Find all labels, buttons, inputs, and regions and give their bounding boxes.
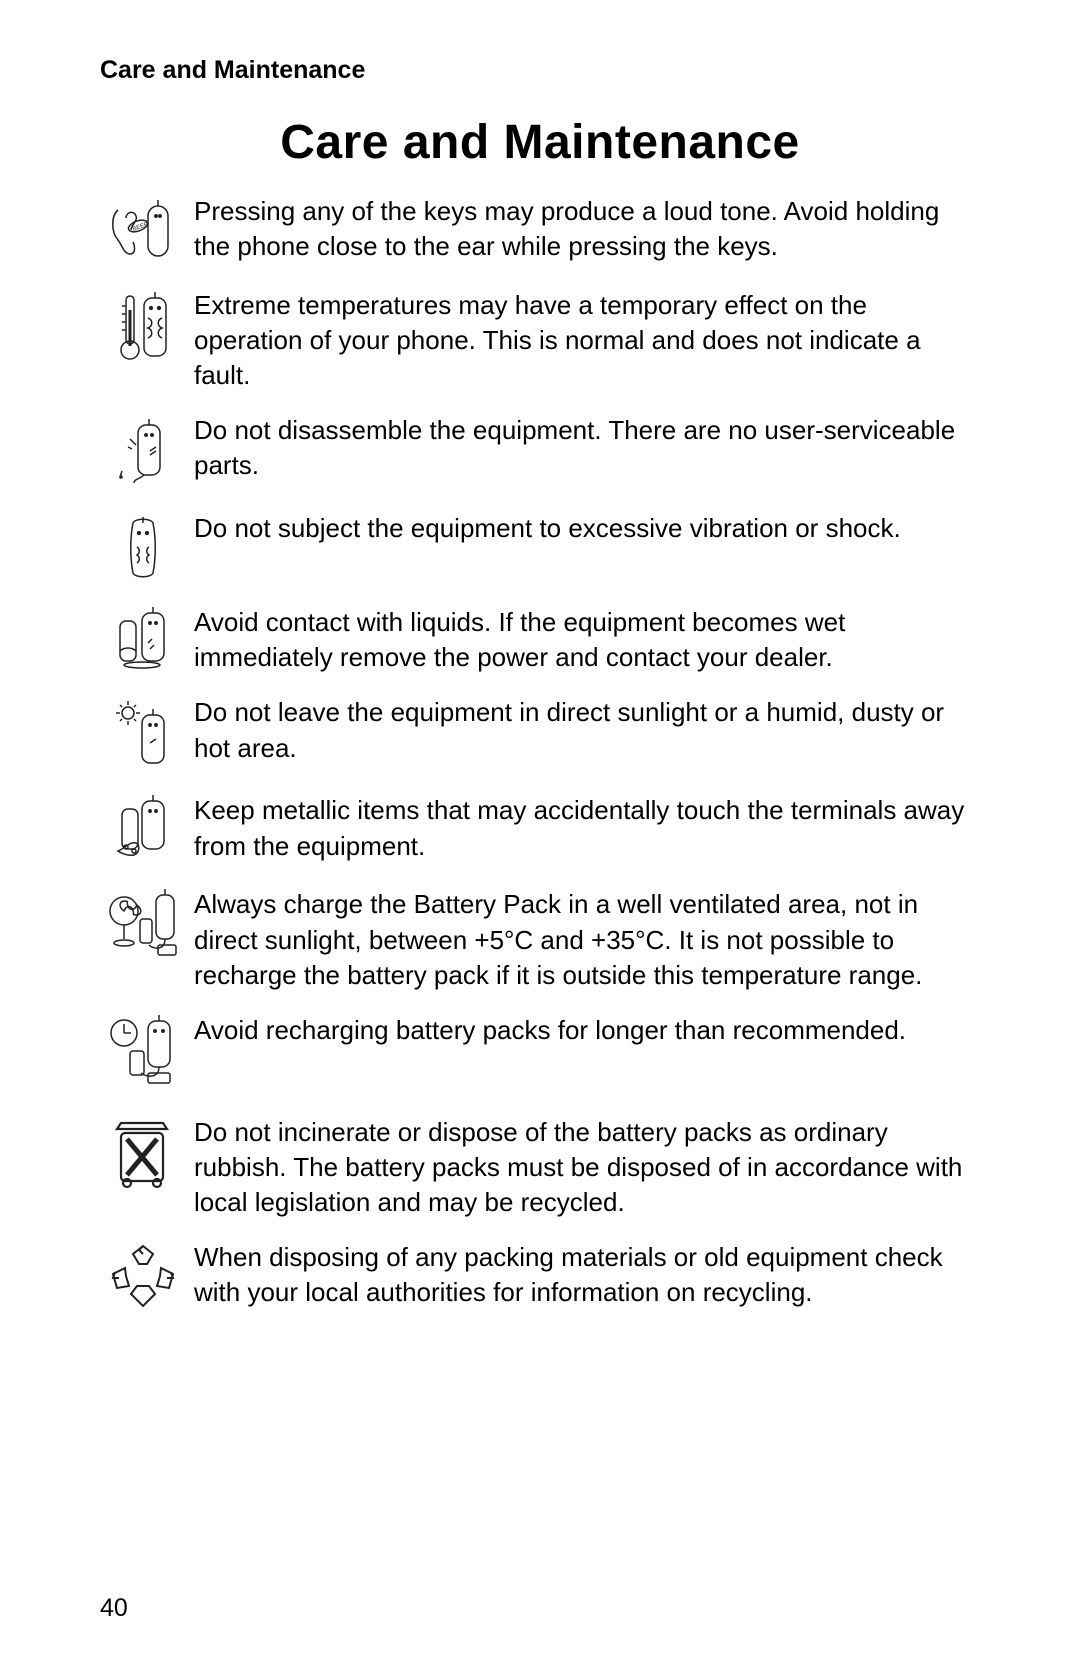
- care-item: Do not leave the equipment in direct sun…: [100, 695, 980, 773]
- care-item-text: Pressing any of the keys may produce a l…: [186, 194, 980, 264]
- care-item: Avoid contact with liquids. If the equip…: [100, 605, 980, 675]
- temperature-icon: [100, 288, 186, 370]
- no-bin-icon: [100, 1115, 186, 1193]
- care-item-text: Extreme temperatures may have a temporar…: [186, 288, 980, 393]
- clock-charge-icon: [100, 1013, 186, 1095]
- care-item-text: Avoid recharging battery packs for longe…: [186, 1013, 980, 1048]
- care-item: BEEP Pressing any of the keys may produc…: [100, 194, 980, 268]
- care-item: Do not incinerate or dispose of the batt…: [100, 1115, 980, 1220]
- page: Care and Maintenance Care and Maintenanc…: [0, 0, 1080, 1667]
- care-item-text: When disposing of any packing materials …: [186, 1240, 980, 1310]
- care-item-text: Avoid contact with liquids. If the equip…: [186, 605, 980, 675]
- care-item-text: Keep metallic items that may accidentall…: [186, 793, 980, 863]
- care-item-text: Do not subject the equipment to excessiv…: [186, 511, 980, 546]
- ear-beep-icon: BEEP: [100, 194, 186, 268]
- recycle-icon: [100, 1240, 186, 1314]
- metallic-icon: [100, 793, 186, 867]
- care-item-text: Do not disassemble the equipment. There …: [186, 413, 980, 483]
- care-item-text: Do not incinerate or dispose of the batt…: [186, 1115, 980, 1220]
- fan-charge-icon: [100, 887, 186, 969]
- care-item: Keep metallic items that may accidentall…: [100, 793, 980, 867]
- disassemble-icon: [100, 413, 186, 491]
- care-item: Do not disassemble the equipment. There …: [100, 413, 980, 491]
- care-item: Do not subject the equipment to excessiv…: [100, 511, 980, 585]
- care-item: Avoid recharging battery packs for longe…: [100, 1013, 980, 1095]
- sunlight-icon: [100, 695, 186, 773]
- care-item: Always charge the Battery Pack in a well…: [100, 887, 980, 992]
- care-item-text: Always charge the Battery Pack in a well…: [186, 887, 980, 992]
- care-item: When disposing of any packing materials …: [100, 1240, 980, 1314]
- liquid-icon: [100, 605, 186, 671]
- care-item: Extreme temperatures may have a temporar…: [100, 288, 980, 393]
- page-number: 40: [100, 1594, 128, 1623]
- page-title: Care and Maintenance: [100, 115, 980, 170]
- care-item-text: Do not leave the equipment in direct sun…: [186, 695, 980, 765]
- vibration-icon: [100, 511, 186, 585]
- page-header: Care and Maintenance: [100, 56, 980, 85]
